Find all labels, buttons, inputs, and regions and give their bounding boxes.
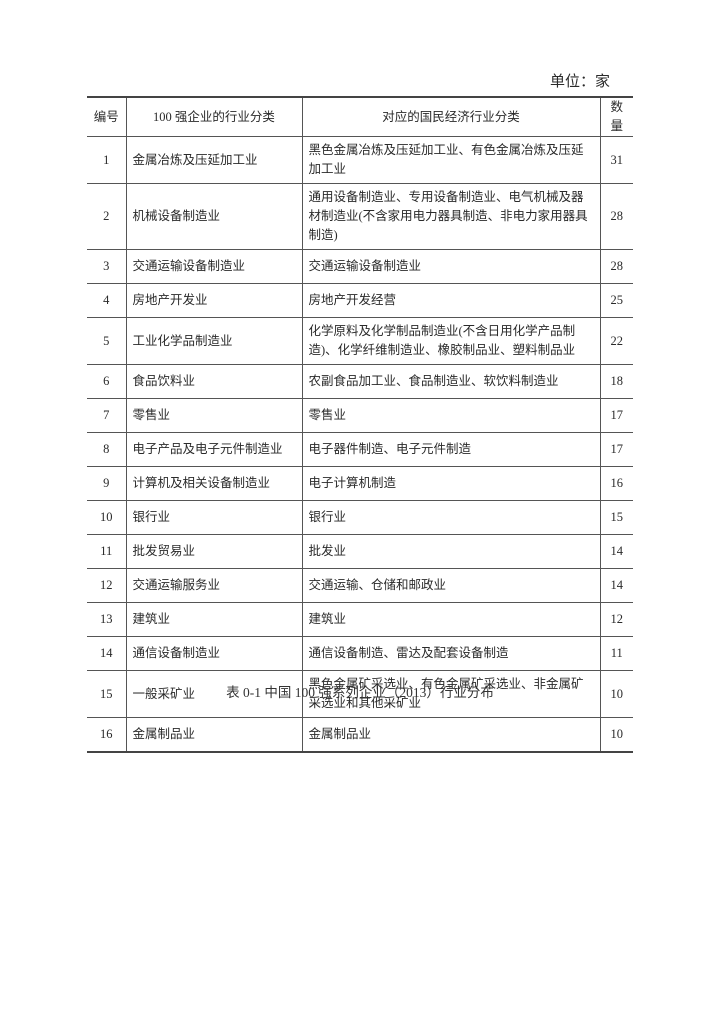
row-count: 14	[599, 534, 633, 569]
row-category: 计算机及相关设备制造业	[125, 466, 303, 501]
row-national-category: 电子器件制造、电子元件制造	[301, 432, 601, 467]
row-number: 14	[87, 636, 127, 671]
row-count: 15	[599, 500, 633, 535]
table-row: 13 建筑业 建筑业 12	[87, 602, 633, 637]
table-header-row: 编号 100 强企业的行业分类 对应的国民经济行业分类 数量	[87, 96, 633, 137]
row-national-category: 电子计算机制造	[301, 466, 601, 501]
row-category: 银行业	[125, 500, 303, 535]
row-count: 11	[599, 636, 633, 671]
row-count: 22	[599, 317, 633, 365]
header-count: 数量	[599, 96, 633, 137]
row-national-category: 零售业	[301, 398, 601, 433]
table-row: 10 银行业 银行业 15	[87, 500, 633, 535]
header-top100-category: 100 强企业的行业分类	[125, 96, 303, 137]
table-caption: 表 0-1 中国 100 强系列企业（2013）行业分布	[226, 685, 494, 700]
row-national-category: 黑色金属矿采选业、有色金属矿采选业、非金属矿采选业和其他采矿业	[301, 670, 601, 718]
row-category: 建筑业	[125, 602, 303, 637]
row-count: 10	[599, 670, 633, 718]
row-category: 一般采矿业	[125, 670, 303, 718]
header-number: 编号	[87, 96, 127, 137]
table-row: 7 零售业 零售业 17	[87, 398, 633, 433]
row-count: 25	[599, 283, 633, 318]
row-number: 16	[87, 717, 127, 753]
industry-distribution-table: 编号 100 强企业的行业分类 对应的国民经济行业分类 数量 1 金属冶炼及压延加…	[87, 96, 633, 753]
table-row: 14 通信设备制造业 通信设备制造、雷达及配套设备制造 11	[87, 636, 633, 671]
row-national-category: 交通运输设备制造业	[301, 249, 601, 284]
row-national-category: 化学原料及化学制品制造业(不含日用化学产品制造)、化学纤维制造业、橡胶制品业、塑…	[301, 317, 601, 365]
table-row: 8 电子产品及电子元件制造业 电子器件制造、电子元件制造 17	[87, 432, 633, 467]
row-number: 1	[87, 136, 127, 184]
table-row: 1 金属冶炼及压延加工业 黑色金属冶炼及压延加工业、有色金属冶炼及压延加工业 31	[87, 136, 633, 184]
unit-label: 单位：家	[549, 74, 610, 90]
row-national-category: 农副食品加工业、食品制造业、软饮料制造业	[301, 364, 601, 399]
row-national-category: 通用设备制造业、专用设备制造业、电气机械及器材制造业(不含家用电力器具制造、非电…	[301, 183, 601, 250]
row-national-category: 通信设备制造、雷达及配套设备制造	[301, 636, 601, 671]
row-national-category: 批发业	[301, 534, 601, 569]
row-count: 17	[599, 398, 633, 433]
row-count: 18	[599, 364, 633, 399]
row-number: 13	[87, 602, 127, 637]
row-number: 5	[87, 317, 127, 365]
table-row: 6 食品饮料业 农副食品加工业、食品制造业、软饮料制造业 18	[87, 364, 633, 399]
row-category: 机械设备制造业	[125, 183, 303, 250]
row-category: 电子产品及电子元件制造业	[125, 432, 303, 467]
row-category: 零售业	[125, 398, 303, 433]
row-number: 9	[87, 466, 127, 501]
row-national-category: 建筑业	[301, 602, 601, 637]
row-count: 14	[599, 568, 633, 603]
row-count: 16	[599, 466, 633, 501]
row-number: 8	[87, 432, 127, 467]
row-number: 6	[87, 364, 127, 399]
table-row: 15 一般采矿业 黑色金属矿采选业、有色金属矿采选业、非金属矿采选业和其他采矿业 10	[87, 670, 633, 718]
row-category: 金属冶炼及压延加工业	[125, 136, 303, 184]
header-national-category: 对应的国民经济行业分类	[301, 96, 601, 137]
row-number: 11	[87, 534, 127, 569]
table-row: 11 批发贸易业 批发业 14	[87, 534, 633, 569]
table-row: 16 金属制品业 金属制品业 10	[87, 717, 633, 753]
table-row: 12 交通运输服务业 交通运输、仓储和邮政业 14	[87, 568, 633, 603]
row-number: 7	[87, 398, 127, 433]
row-count: 10	[599, 717, 633, 753]
row-count: 28	[599, 249, 633, 284]
row-category: 工业化学品制造业	[125, 317, 303, 365]
row-count: 17	[599, 432, 633, 467]
row-category: 批发贸易业	[125, 534, 303, 569]
row-number: 3	[87, 249, 127, 284]
row-number: 2	[87, 183, 127, 250]
row-category: 食品饮料业	[125, 364, 303, 399]
table-row: 3 交通运输设备制造业 交通运输设备制造业 28	[87, 249, 633, 284]
row-national-category: 黑色金属冶炼及压延加工业、有色金属冶炼及压延加工业	[301, 136, 601, 184]
row-national-category: 金属制品业	[301, 717, 601, 753]
row-category: 交通运输服务业	[125, 568, 303, 603]
table-row: 9 计算机及相关设备制造业 电子计算机制造 16	[87, 466, 633, 501]
row-count: 28	[599, 183, 633, 250]
row-number: 15	[87, 670, 127, 718]
row-national-category: 交通运输、仓储和邮政业	[301, 568, 601, 603]
row-count: 12	[599, 602, 633, 637]
row-national-category: 房地产开发经营	[301, 283, 601, 318]
row-number: 4	[87, 283, 127, 318]
row-category: 通信设备制造业	[125, 636, 303, 671]
row-category: 金属制品业	[125, 717, 303, 753]
table-row: 5 工业化学品制造业 化学原料及化学制品制造业(不含日用化学产品制造)、化学纤维制造…	[87, 317, 633, 365]
row-category: 房地产开发业	[125, 283, 303, 318]
row-national-category: 银行业	[301, 500, 601, 535]
row-number: 12	[87, 568, 127, 603]
row-count: 31	[599, 136, 633, 184]
table-row: 2 机械设备制造业 通用设备制造业、专用设备制造业、电气机械及器材制造业(不含家用电…	[87, 183, 633, 250]
row-number: 10	[87, 500, 127, 535]
row-category: 交通运输设备制造业	[125, 249, 303, 284]
table-row: 4 房地产开发业 房地产开发经营 25	[87, 283, 633, 318]
